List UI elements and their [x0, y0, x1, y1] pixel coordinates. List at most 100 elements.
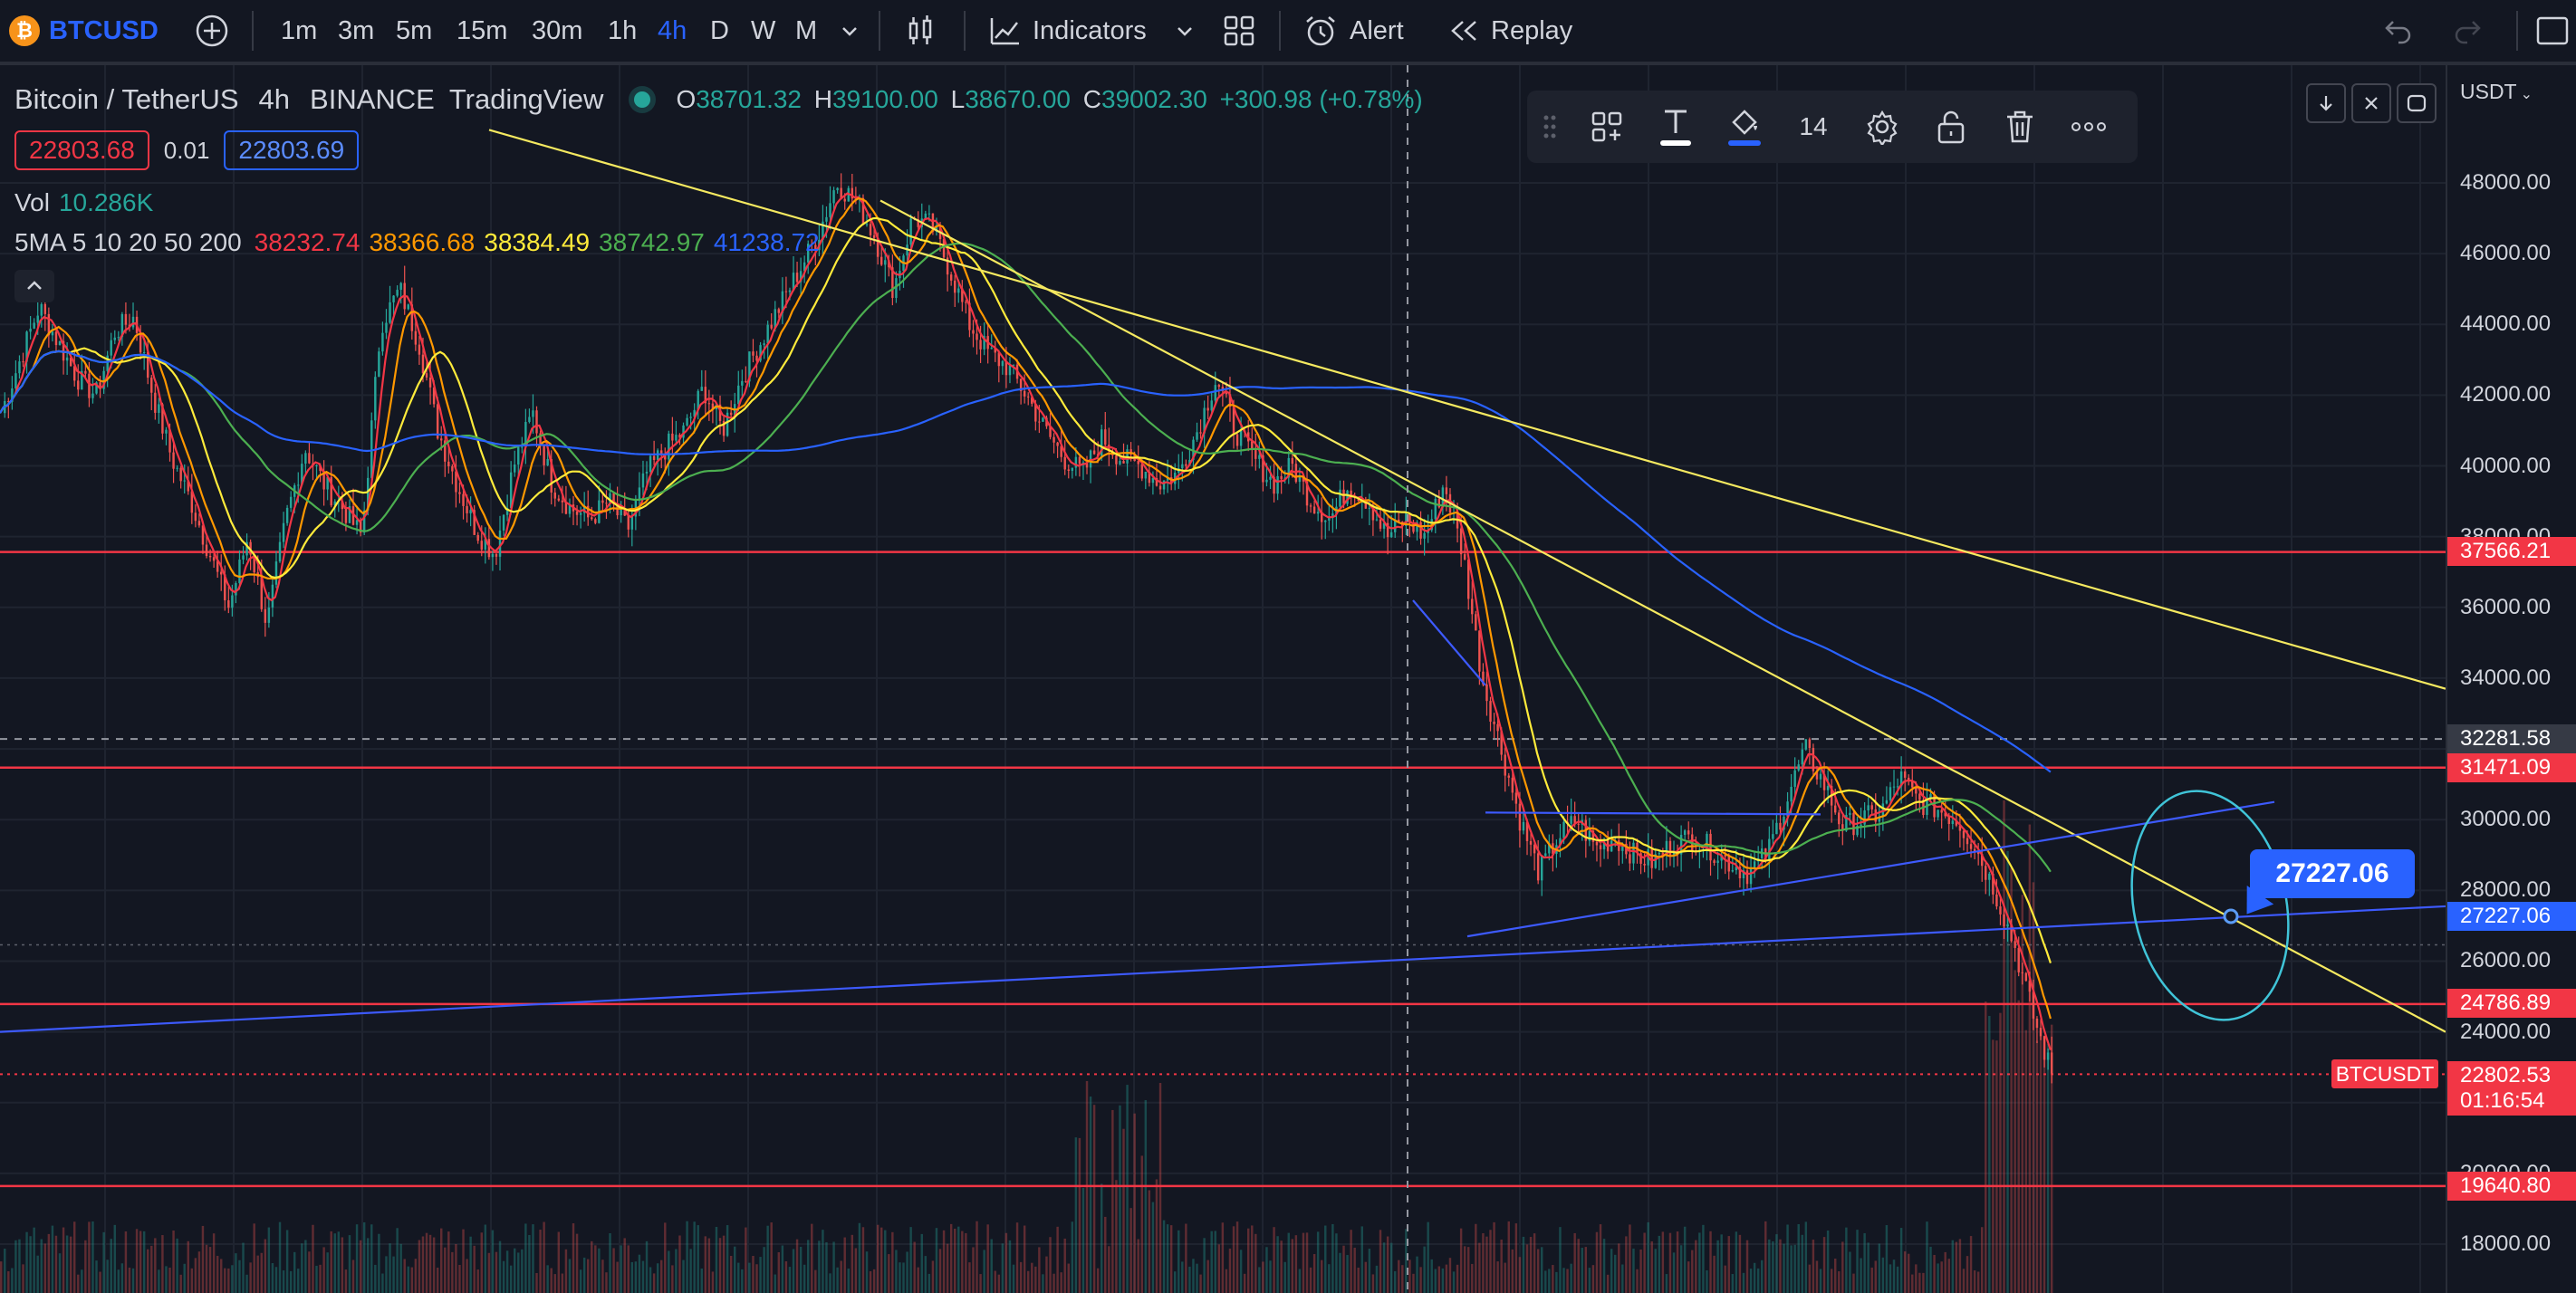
delete-button[interactable]	[1985, 91, 2054, 163]
separator	[964, 11, 966, 51]
volume-bar	[1122, 1128, 1125, 1293]
volume-bar	[264, 1239, 267, 1293]
timeframe-w[interactable]: W	[751, 15, 776, 45]
level-label-2: 31471.09	[2447, 753, 2576, 782]
volume-bar	[224, 1268, 226, 1293]
volume-bar	[187, 1240, 189, 1293]
volume-bar	[1012, 1264, 1015, 1293]
volume-bar	[1926, 1221, 1928, 1293]
templates-button[interactable]	[1221, 0, 1257, 62]
sell-button[interactable]: 22803.68	[14, 130, 149, 170]
symbol-price-tag: BTCUSDT	[2331, 1059, 2438, 1088]
candle-body	[190, 491, 194, 513]
scroll-down-button[interactable]	[2306, 83, 2346, 123]
add-symbol-button[interactable]	[194, 0, 230, 62]
price-chart[interactable]	[0, 65, 2446, 1293]
text-color-button[interactable]	[1641, 91, 1710, 163]
candle-body	[1665, 840, 1668, 856]
currency-selector[interactable]: USDT ⌄	[2460, 80, 2533, 103]
volume-bar	[1650, 1240, 1653, 1293]
volume-legend[interactable]: Vol 10.286K	[14, 188, 154, 216]
volume-bar	[1129, 1208, 1132, 1293]
candle-body	[693, 409, 696, 417]
candle-body	[502, 514, 505, 531]
chart-type-button[interactable]	[902, 0, 938, 62]
candle-body	[2021, 972, 2023, 973]
volume-bar	[1437, 1266, 1441, 1293]
candle-body	[561, 500, 564, 503]
timeframe-5m[interactable]: 5m	[396, 15, 433, 45]
volume-bar	[359, 1240, 362, 1293]
volume-bar	[190, 1268, 194, 1293]
volume-bar	[1235, 1221, 1239, 1293]
volume-bar	[124, 1231, 128, 1293]
candle-body	[1092, 450, 1096, 455]
candle-body	[630, 516, 634, 530]
volume-bar	[1342, 1245, 1345, 1293]
chart-pane[interactable]: Bitcoin / TetherUS 4h BINANCE TradingVie…	[0, 65, 2446, 1293]
collapse-pane-button[interactable]	[2351, 83, 2391, 123]
lock-button[interactable]	[1917, 91, 1985, 163]
symbol-title: Bitcoin / TetherUS	[14, 83, 239, 115]
alert-button[interactable]: Alert	[1302, 0, 1404, 62]
volume-bar	[1166, 1224, 1169, 1293]
symbol-button[interactable]: ₿ BTCUSD	[9, 0, 159, 62]
volume-bar	[781, 1245, 784, 1293]
volume-bar	[40, 1239, 43, 1293]
buy-button[interactable]: 22803.69	[224, 130, 360, 170]
volume-bar	[832, 1241, 835, 1293]
indicators-dropdown[interactable]	[1174, 0, 1196, 62]
candle-body	[99, 382, 101, 389]
add-to-favorites-button[interactable]	[1572, 91, 1641, 163]
candle-body	[392, 295, 395, 302]
candle-body	[1826, 786, 1830, 790]
volume-bar	[351, 1259, 355, 1293]
settings-button[interactable]	[1848, 91, 1917, 163]
undo-button[interactable]	[2382, 0, 2415, 62]
candle-body	[766, 324, 769, 344]
fill-color-button[interactable]	[1710, 91, 1779, 163]
volume-bar	[505, 1250, 509, 1293]
collapse-legend-button[interactable]	[14, 270, 54, 302]
price-callout[interactable]: 27227.06	[2250, 849, 2415, 898]
candle-body	[795, 273, 799, 283]
timeframe-1h[interactable]: 1h	[608, 15, 638, 45]
redo-button[interactable]	[2451, 0, 2484, 62]
candle-body	[432, 387, 436, 405]
candle-body	[1937, 809, 1939, 818]
volume-bar	[1661, 1231, 1665, 1293]
volume-bar	[1625, 1236, 1628, 1293]
layout-button[interactable]	[2534, 0, 2571, 62]
candle-body	[444, 440, 447, 462]
timeframe-30m[interactable]: 30m	[532, 15, 583, 45]
candle-body	[54, 331, 58, 346]
timeframe-1m[interactable]: 1m	[281, 15, 318, 45]
timeframe-dropdown[interactable]	[839, 0, 860, 62]
font-size-button[interactable]: 14	[1799, 112, 1828, 140]
volume-bar	[381, 1273, 384, 1293]
timeframe-15m[interactable]: 15m	[457, 15, 508, 45]
indicators-button[interactable]: Indicators	[987, 0, 1147, 62]
candle-body	[1206, 407, 1209, 411]
volume-bar	[256, 1255, 259, 1293]
timeframe-4h[interactable]: 4h	[658, 15, 687, 45]
timeframe-d[interactable]: D	[710, 15, 729, 45]
volume-bar	[1658, 1235, 1661, 1293]
volume-bar	[895, 1250, 898, 1293]
drag-handle[interactable]	[1527, 91, 1572, 163]
volume-bar	[697, 1225, 699, 1293]
replay-button[interactable]: Replay	[1446, 0, 1572, 62]
axis-tick-label: 28000.00	[2460, 877, 2552, 903]
more-button[interactable]	[2054, 91, 2123, 163]
candle-body	[1386, 522, 1389, 538]
grid-lines	[0, 65, 2446, 1293]
timeframe-3m[interactable]: 3m	[338, 15, 375, 45]
volume-bar	[1525, 1244, 1529, 1293]
candle-body	[745, 380, 747, 382]
ma-legend[interactable]: 5MA 5 10 20 50 200 38232.74 38366.68 383…	[14, 228, 820, 256]
volume-bar	[689, 1249, 692, 1293]
volume-bar	[587, 1259, 590, 1293]
volume-bar	[1196, 1263, 1198, 1293]
maximize-pane-button[interactable]	[2397, 83, 2437, 123]
timeframe-m[interactable]: M	[795, 15, 818, 45]
